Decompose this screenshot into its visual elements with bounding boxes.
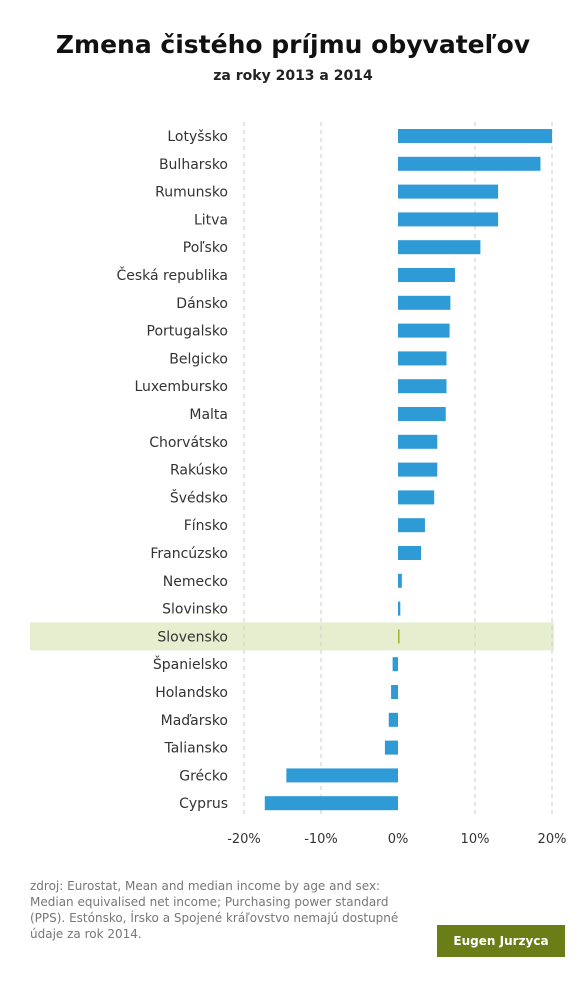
- chart-title: Zmena čistého príjmu obyvateľov: [55, 30, 531, 59]
- category-label: Švédsko: [170, 488, 228, 506]
- bar-12: [398, 462, 438, 477]
- bar-17: [398, 601, 401, 616]
- bar-10: [398, 407, 446, 421]
- category-label: Malta: [189, 407, 228, 423]
- category-label: Slovensko: [157, 629, 228, 645]
- bar-15: [398, 546, 422, 560]
- bar-24: [264, 796, 398, 811]
- bar-chart: Lotyšsko Bulharsko Rumunsko Litva Poľsko Česk…: [30, 122, 566, 847]
- bar-16: [398, 573, 402, 588]
- category-label: Luxembursko: [134, 379, 228, 395]
- category-label: Francúzsko: [150, 546, 228, 562]
- x-tick-label: -10%: [304, 832, 338, 847]
- bar-6: [398, 295, 451, 310]
- bar-11: [398, 434, 438, 449]
- bar-14: [398, 518, 425, 533]
- bar-22: [384, 740, 398, 755]
- bar-13: [398, 490, 435, 505]
- highlight-layer: [30, 622, 554, 651]
- bar-23: [286, 768, 398, 783]
- category-label: Portugalsko: [147, 324, 228, 340]
- chart-subtitle: za roky 2013 a 2014: [213, 68, 373, 84]
- category-label: Holandsko: [155, 685, 228, 701]
- bar-21: [388, 712, 398, 727]
- category-label: Belgicko: [169, 351, 228, 367]
- bar-9: [398, 379, 447, 394]
- category-label: Lotyšsko: [167, 129, 228, 145]
- category-label: Litva: [194, 212, 228, 228]
- bar-2: [398, 184, 499, 199]
- bar-19: [392, 657, 398, 672]
- category-label: Maďarsko: [161, 713, 228, 729]
- bar-0: [398, 129, 552, 143]
- category-label: Rumunsko: [155, 185, 228, 201]
- bar-8: [398, 351, 447, 366]
- x-tick-label: -20%: [227, 832, 261, 847]
- category-label: Slovinsko: [162, 602, 228, 618]
- category-label: Španielsko: [153, 655, 228, 673]
- grid-layer: [243, 122, 553, 818]
- bar-3: [398, 212, 499, 227]
- category-label: Chorvátsko: [149, 435, 228, 451]
- bar-layer: [264, 129, 552, 811]
- category-label: Fínsko: [184, 518, 228, 534]
- category-label: Poľsko: [183, 240, 228, 256]
- x-tick-label: 20%: [538, 832, 567, 847]
- category-label: Cyprus: [179, 796, 228, 812]
- category-labels: Lotyšsko Bulharsko Rumunsko Litva Poľsko Česk…: [116, 129, 228, 812]
- category-label: Bulharsko: [159, 157, 228, 173]
- category-label: Grécko: [179, 768, 228, 784]
- x-tick-label: 10%: [461, 832, 490, 847]
- category-label: Dánsko: [176, 296, 228, 312]
- highlight-band: [30, 622, 554, 651]
- bar-20: [391, 685, 398, 699]
- source-note: zdroj: Eurostat, Mean and median income …: [30, 879, 399, 941]
- x-tick-label: 0%: [388, 832, 409, 847]
- category-label: Česká republika: [116, 266, 228, 284]
- bar-18: [398, 629, 400, 644]
- bar-4: [398, 240, 481, 255]
- category-label: Nemecko: [163, 574, 228, 590]
- x-axis-ticks: -20% -10% 0% 10% 20%: [227, 832, 566, 847]
- bar-1: [398, 156, 541, 171]
- category-label: Rakúsko: [170, 463, 228, 479]
- bar-5: [398, 268, 455, 282]
- bar-7: [398, 323, 450, 338]
- category-label: Taliansko: [163, 741, 228, 757]
- author-badge: Eugen Jurzyca: [437, 925, 565, 957]
